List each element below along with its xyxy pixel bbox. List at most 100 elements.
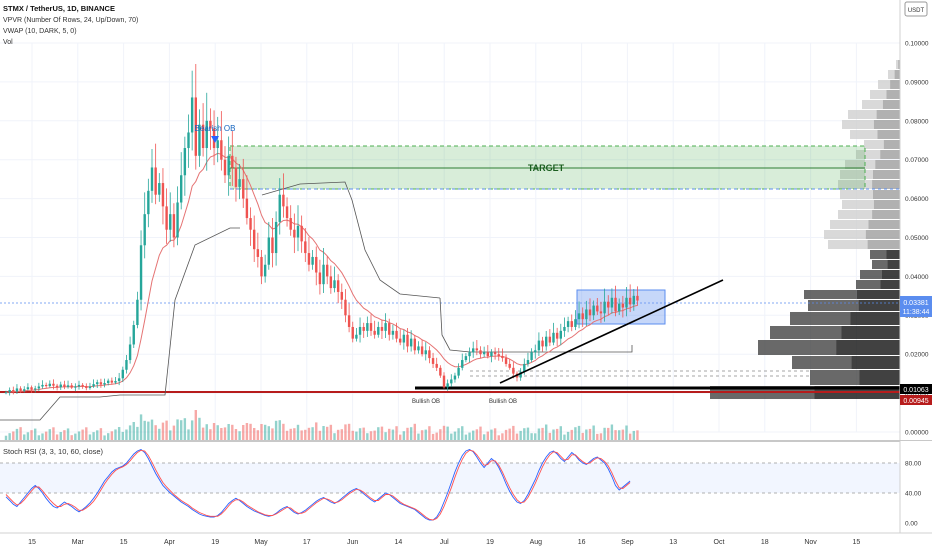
grid — [0, 42, 900, 433]
vpvr-legend[interactable]: VPVR (Number Of Rows, 24, Up/Down, 70) — [3, 17, 138, 24]
price-tick-label: 0.08000 — [905, 118, 929, 125]
vpvr-row — [875, 160, 900, 169]
bullish-ob-annotation-1: Bullish OB — [410, 396, 442, 405]
volume-bar — [486, 431, 489, 440]
volume-bar — [304, 429, 307, 440]
candle-body — [293, 229, 296, 238]
candle-body — [48, 383, 51, 387]
candle-body — [409, 338, 413, 347]
volume-bar — [26, 432, 30, 440]
candle-body — [227, 155, 230, 176]
vpvr-row — [856, 280, 881, 289]
candle-body — [340, 291, 343, 300]
candle-body — [81, 384, 84, 387]
volume-bar — [450, 433, 453, 440]
volume-bar — [216, 425, 219, 440]
volume-bar — [59, 432, 62, 440]
volume-bar — [388, 428, 391, 440]
candle-body — [242, 179, 245, 199]
volume-bar — [468, 432, 471, 440]
volume-bar — [336, 429, 340, 440]
vpvr-row — [804, 290, 857, 299]
candle-body — [154, 167, 157, 195]
volume-bar — [340, 429, 343, 440]
volume-bar — [8, 433, 11, 440]
candle-body — [537, 340, 541, 351]
volume-bar — [234, 429, 238, 440]
candle-body — [128, 344, 132, 361]
candle-body — [223, 159, 227, 176]
volume-bar — [446, 426, 449, 440]
volume-bar — [143, 420, 146, 440]
candle-body — [143, 214, 146, 246]
volume-bar — [329, 424, 333, 440]
volume-bar — [563, 434, 566, 440]
vpvr-row — [758, 340, 837, 355]
time-tick-label: 17 — [303, 539, 311, 546]
time-tick-label: Nov — [804, 539, 817, 546]
volume-bar — [289, 428, 292, 440]
vpvr-row — [862, 100, 883, 109]
volume-bar — [15, 428, 19, 440]
candle-body — [169, 214, 172, 230]
candle-body — [596, 305, 599, 312]
volume-bar — [508, 428, 511, 440]
ma-line — [5, 152, 638, 393]
volume-bar — [420, 430, 424, 440]
candle-body — [30, 387, 33, 390]
candle-body — [574, 319, 577, 327]
volume-bar — [457, 428, 460, 440]
volume-bar — [238, 431, 241, 440]
candle-body — [431, 358, 435, 364]
candle-body — [588, 309, 592, 316]
candle-body — [70, 385, 73, 388]
candle-body — [336, 280, 340, 292]
volume-bar — [574, 427, 577, 440]
stoch-tick-label: 80.00 — [905, 461, 922, 468]
volume-bar — [245, 423, 249, 440]
volume-bar — [85, 427, 88, 440]
price-tick-label: 0.04000 — [905, 274, 929, 281]
candle-body — [216, 140, 219, 149]
candle-body — [136, 299, 139, 326]
time-tick-label: Mar — [72, 539, 85, 546]
level-badge-2: 0.00945 — [900, 395, 932, 405]
time-tick-label: 15 — [28, 539, 36, 546]
vpvr-row — [842, 200, 874, 209]
candle-body — [362, 326, 365, 331]
candle-body — [282, 194, 285, 207]
volume-bar — [395, 426, 398, 440]
volume-bar — [92, 432, 95, 440]
candle-body — [493, 352, 497, 355]
volume-bar — [333, 433, 336, 440]
candle-body — [220, 140, 223, 160]
bullish-ob-annotation-2: Bullish OB — [487, 396, 519, 405]
vpvr-row — [856, 290, 900, 299]
vol-legend[interactable]: Vol — [3, 39, 13, 46]
vpvr-row — [872, 210, 900, 219]
vpvr-row — [890, 80, 900, 89]
volume-bar — [110, 431, 114, 440]
volume-bar — [351, 430, 354, 440]
vwap-legend[interactable]: VWAP (10, DARK, 5, 0) — [3, 28, 77, 35]
candle-body — [534, 350, 537, 353]
volume-bar — [373, 430, 376, 440]
volume-bar — [201, 427, 205, 440]
symbol-title[interactable]: STMX / TetherUS, 1D, BINANCE — [3, 4, 115, 13]
candle-body — [190, 97, 194, 133]
volume-bar — [227, 424, 230, 440]
vpvr-row — [886, 250, 900, 259]
volume-bar — [307, 427, 311, 440]
candle-body — [139, 245, 143, 300]
candle-body — [180, 175, 183, 203]
candle-body — [446, 383, 449, 388]
volume-bar — [515, 433, 519, 440]
candle-body — [599, 311, 603, 314]
vpvr-row — [870, 90, 887, 99]
time-tick-label: 19 — [211, 539, 219, 546]
currency-badge[interactable]: USDT — [904, 1, 928, 17]
candle-body — [519, 371, 522, 378]
candle-body — [497, 354, 500, 357]
candle-body — [570, 321, 573, 327]
vpvr-row — [867, 240, 900, 249]
